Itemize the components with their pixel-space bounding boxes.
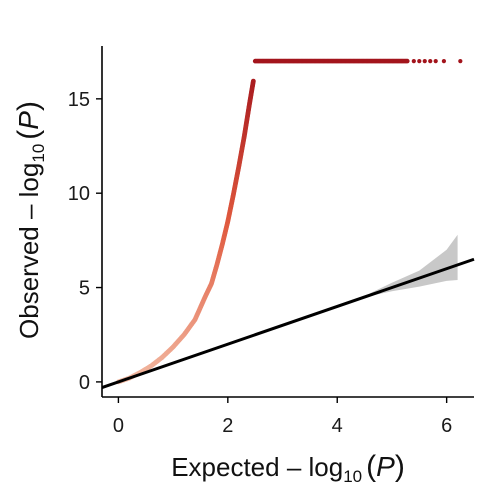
points-layer bbox=[116, 58, 463, 385]
data-point bbox=[458, 59, 463, 64]
y-axis-title-subscript: 10 bbox=[29, 144, 48, 163]
x-tick-label: 0 bbox=[113, 415, 124, 437]
data-point bbox=[404, 58, 410, 64]
data-point bbox=[250, 78, 256, 84]
y-axis-title-open-paren: ( bbox=[12, 130, 45, 140]
data-point bbox=[422, 59, 427, 64]
y-axis-title: Observed – log10 (P) bbox=[12, 101, 48, 339]
x-tick-label: 6 bbox=[441, 415, 452, 437]
reference-line-layer bbox=[101, 257, 475, 389]
y-axis-title-variable: P bbox=[13, 111, 44, 130]
data-point bbox=[441, 59, 447, 64]
reference-line bbox=[101, 257, 475, 389]
x-axis-title-open-paren: ( bbox=[366, 450, 376, 483]
x-axis-title: Expected – log10 (P) bbox=[171, 450, 405, 486]
data-point bbox=[411, 59, 416, 64]
x-axis-title-prefix: Expected – log bbox=[171, 452, 343, 482]
y-tick-label: 0 bbox=[79, 372, 90, 394]
band-layer bbox=[370, 234, 458, 296]
y-tick-label: 15 bbox=[68, 89, 90, 111]
x-tick-label: 2 bbox=[222, 415, 233, 437]
x-tick-label: 4 bbox=[332, 415, 343, 437]
data-point bbox=[417, 59, 422, 64]
y-tick-label: 5 bbox=[79, 278, 90, 300]
x-axis-title-variable: P bbox=[376, 451, 395, 482]
data-point bbox=[433, 59, 438, 64]
y-axis-title-prefix: Observed – log bbox=[14, 163, 44, 339]
confidence-band bbox=[370, 234, 458, 296]
x-axis-title-subscript: 10 bbox=[343, 467, 362, 486]
x-ticks: 0 2 4 6 bbox=[113, 397, 452, 437]
y-axis-title-close-paren: ) bbox=[12, 101, 45, 111]
data-point bbox=[428, 59, 433, 64]
x-axis-title-close-paren: ) bbox=[395, 450, 405, 483]
y-ticks: 0 5 10 15 bbox=[68, 89, 102, 394]
y-tick-label: 10 bbox=[68, 183, 90, 205]
